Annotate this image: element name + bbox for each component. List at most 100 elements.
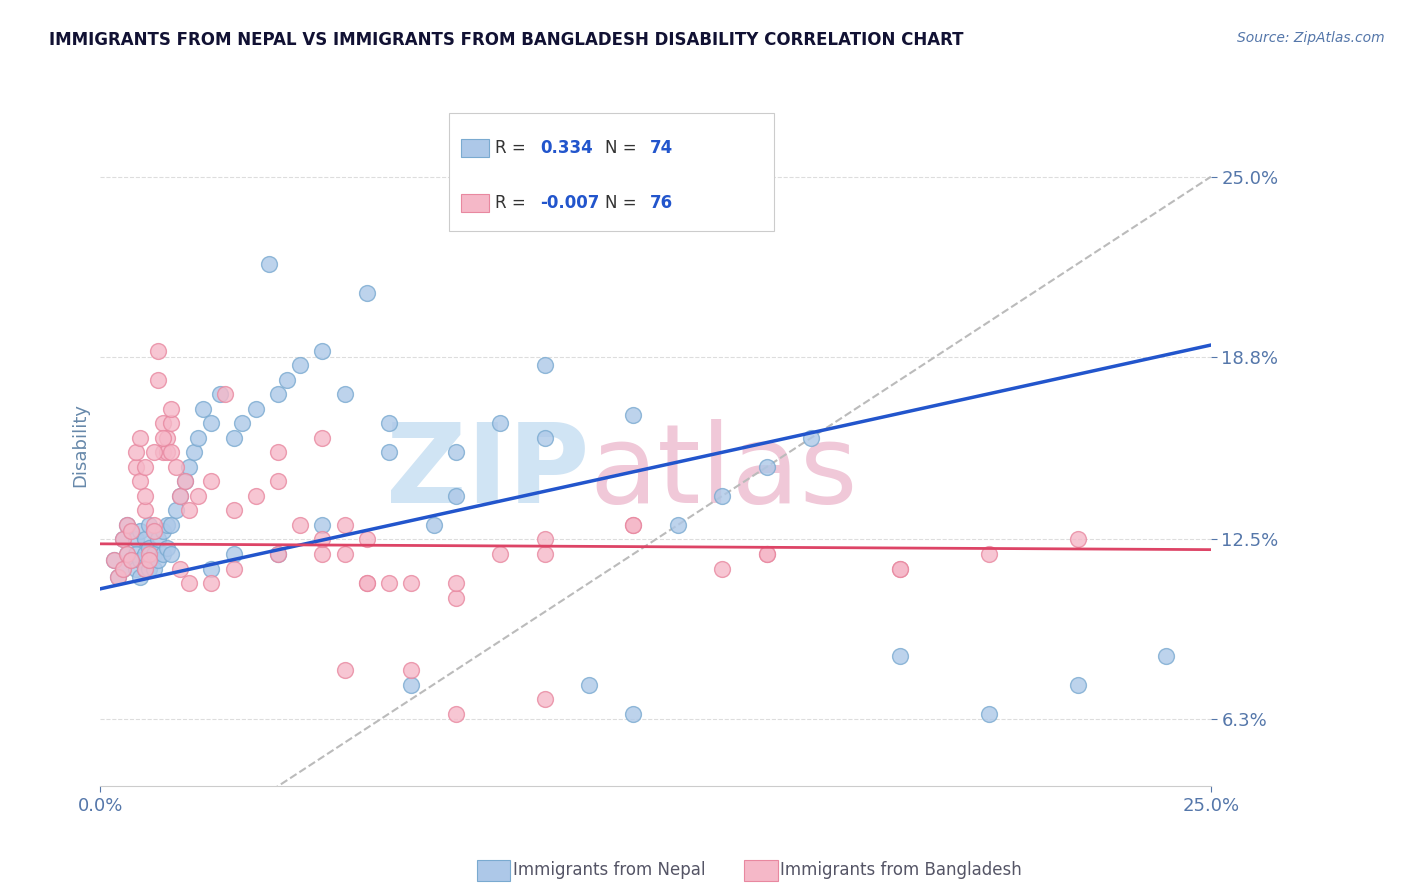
Point (169, 489, 191, 503)
Point (533, 359, 555, 373)
Point (311, 533, 333, 547)
Point (800, 431, 823, 445)
Point (578, 677, 600, 691)
Point (200, 417, 222, 431)
Point (1156, 648, 1178, 663)
Point (142, 524, 165, 538)
Point (401, 663, 423, 677)
Point (152, 524, 174, 538)
Point (142, 524, 165, 538)
Point (191, 401, 214, 416)
Point (111, 561, 134, 575)
Point (889, 561, 911, 575)
Point (755, 547, 778, 561)
Point (1066, 677, 1088, 691)
Text: N =: N = (605, 139, 641, 157)
Point (129, 553, 152, 567)
Point (115, 518, 138, 533)
Point (138, 518, 160, 533)
Point (115, 518, 138, 533)
Point (489, 547, 512, 561)
Point (138, 553, 160, 567)
Point (134, 503, 156, 517)
Text: Immigrants from Nepal: Immigrants from Nepal (513, 861, 706, 879)
Point (621, 408, 644, 422)
Point (129, 475, 152, 489)
Point (152, 547, 174, 561)
Point (142, 445, 165, 459)
Point (276, 373, 298, 387)
Point (120, 553, 142, 567)
Point (889, 648, 911, 663)
Point (444, 489, 467, 503)
Point (222, 561, 245, 575)
Point (356, 576, 378, 591)
Point (666, 518, 689, 533)
Point (422, 518, 444, 533)
Point (711, 489, 734, 503)
Point (489, 417, 512, 431)
Point (200, 561, 222, 575)
Point (129, 570, 152, 584)
Point (125, 547, 148, 561)
Point (401, 677, 423, 691)
Point (120, 524, 142, 538)
Text: 76: 76 (650, 194, 673, 212)
Point (311, 518, 333, 533)
Point (333, 547, 356, 561)
Point (156, 445, 179, 459)
Point (378, 576, 401, 591)
Point (138, 541, 160, 556)
Point (267, 387, 290, 401)
Point (444, 706, 467, 721)
Point (160, 401, 183, 416)
Point (160, 445, 183, 459)
Point (134, 547, 156, 561)
Point (267, 475, 290, 489)
Text: Source: ZipAtlas.com: Source: ZipAtlas.com (1237, 31, 1385, 45)
Point (222, 547, 245, 561)
Point (267, 547, 290, 561)
Point (115, 547, 138, 561)
Point (142, 547, 165, 561)
Point (169, 489, 191, 503)
Point (755, 459, 778, 474)
Point (621, 706, 644, 721)
Point (152, 417, 174, 431)
Point (142, 561, 165, 575)
Point (533, 533, 555, 547)
Point (889, 561, 911, 575)
Point (333, 387, 356, 401)
Point (107, 570, 129, 584)
Point (134, 561, 156, 575)
Point (209, 387, 232, 401)
Text: IMMIGRANTS FROM NEPAL VS IMMIGRANTS FROM BANGLADESH DISABILITY CORRELATION CHART: IMMIGRANTS FROM NEPAL VS IMMIGRANTS FROM… (49, 31, 963, 49)
Point (378, 417, 401, 431)
Point (222, 503, 245, 517)
Point (200, 576, 222, 591)
Point (120, 524, 142, 538)
Point (378, 445, 401, 459)
Point (120, 553, 142, 567)
Point (160, 417, 183, 431)
Point (290, 359, 312, 373)
Point (183, 445, 205, 459)
Text: 74: 74 (650, 139, 673, 157)
Point (152, 445, 174, 459)
Point (179, 576, 201, 591)
Point (169, 561, 191, 575)
Point (245, 401, 267, 416)
Point (977, 547, 1000, 561)
Point (134, 533, 156, 547)
Point (333, 518, 356, 533)
Point (711, 561, 734, 575)
Point (222, 431, 245, 445)
Point (111, 561, 134, 575)
Point (156, 431, 179, 445)
Text: -0.007: -0.007 (540, 194, 599, 212)
Point (134, 489, 156, 503)
Point (129, 524, 152, 538)
Point (165, 503, 187, 517)
Point (311, 343, 333, 358)
Point (173, 475, 195, 489)
